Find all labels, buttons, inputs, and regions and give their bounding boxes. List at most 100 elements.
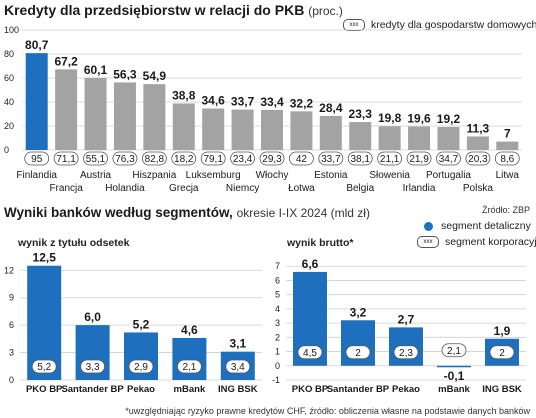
- chart1-value-label: 56,3: [113, 67, 137, 81]
- section2-title-text: Wyniki banków według segmentów,: [4, 205, 233, 220]
- chart1-household-label: 34,7: [439, 154, 459, 165]
- panel-bar: [437, 365, 471, 368]
- panel-corporate-pill: [297, 345, 323, 360]
- chart1-value-label: 38,8: [172, 88, 196, 102]
- chart1-value-label: 34,6: [201, 93, 225, 107]
- legend-detail-label: segment detaliczny: [441, 220, 531, 232]
- chart1-y-tick: 80: [4, 49, 14, 59]
- chart1-value-label: 80,7: [25, 38, 49, 52]
- chart1-bar: [113, 82, 136, 150]
- chart1-household-pill: [53, 151, 79, 166]
- chart1-household-pill: [465, 151, 491, 166]
- panel-y-tick: 12: [4, 265, 14, 275]
- chart1-y-tick: 60: [4, 73, 14, 83]
- chart1-bar: [84, 77, 107, 150]
- chart1-value-label: 54,9: [143, 69, 167, 83]
- chart1-household-label: 79,1: [203, 154, 223, 165]
- panel-y-tick: 0: [9, 375, 14, 385]
- panel-bar: [172, 337, 207, 380]
- panel-corporate-label: 2: [499, 348, 505, 359]
- chart1-legend: xxx kredyty dla gospodarstw domowych: [343, 19, 536, 31]
- chart1-category-label: Belgia: [346, 183, 374, 194]
- chart1-value-label: 19,8: [378, 111, 402, 125]
- chart1-value-label: 33,7: [231, 95, 255, 109]
- panel-value-label: -0,1: [444, 369, 465, 383]
- chart1-household-pill: [494, 151, 520, 166]
- panel-category-label: Pekao: [392, 384, 420, 395]
- chart1-household-label: 82,8: [145, 154, 165, 165]
- legend-corp-label: segment korporacyjny: [445, 236, 536, 248]
- chart1-bar: [349, 122, 372, 150]
- chart1-household-pill: [24, 151, 50, 166]
- chart1-household-label: 76,3: [115, 154, 135, 165]
- panel-corporate-pill: [393, 345, 419, 360]
- chart1-y-tick: 40: [4, 97, 14, 107]
- panel-corporate-label: 4,5: [303, 348, 317, 359]
- panel-corporate-label: 3,3: [86, 362, 100, 373]
- panel-value-label: 2,7: [398, 312, 415, 326]
- chart1-category-label: Portugalia: [426, 170, 471, 181]
- chart1-category-label: Hiszpania: [132, 170, 176, 181]
- chart2-title: Wyniki banków według segmentów, okresie …: [4, 205, 370, 220]
- panel-category-label: ING BSK: [482, 384, 522, 395]
- panel-corporate-label: 3,4: [231, 362, 245, 373]
- chart1-category-label: Niemcy: [226, 183, 259, 194]
- chart1-title-text: Kredyty dla przedsiębiorstw w relacji do…: [4, 2, 305, 18]
- panel-corporate-pill: [128, 359, 154, 374]
- panel-category-label: Santander BP: [61, 384, 124, 395]
- chart1-household-pill: [112, 151, 138, 166]
- chart1-category-label: Litwa: [496, 170, 520, 181]
- panel-y-tick: 6: [275, 275, 280, 285]
- source-note: Źródło: ZBP: [481, 205, 530, 215]
- panel-corporate-pill: [176, 359, 202, 374]
- chart1-bar: [25, 53, 48, 150]
- chart1-household-label: 18,2: [174, 154, 194, 165]
- panel-corporate-label: 2,1: [182, 362, 196, 373]
- chart1-household-pill: [200, 151, 226, 166]
- chart1-household-pill: [230, 151, 255, 166]
- legend-detail-dot: [424, 221, 433, 231]
- chart1-category-label: Austria: [80, 170, 112, 181]
- chart1-bar: [143, 84, 166, 150]
- chart1-household-label: 21,9: [409, 154, 429, 165]
- chart1-y-tick: 0: [4, 145, 9, 155]
- chart1-household-label: 71,1: [56, 154, 76, 165]
- panel-y-tick: 9: [9, 293, 14, 303]
- chart1-household-label: 42: [296, 154, 308, 165]
- chart1-household-pill: [289, 151, 314, 166]
- chart1-bar: [378, 126, 401, 150]
- legend-corp: xxx segment korporacyjny: [417, 236, 536, 248]
- chart1-value-label: 32,2: [290, 96, 314, 110]
- chart1-category-label: Irlandia: [403, 183, 436, 194]
- chart1-category-label: Polska: [463, 183, 493, 194]
- panel-y-tick: 1: [275, 347, 280, 357]
- chart1-category-label: Grecja: [169, 183, 199, 194]
- chart1-household-pill: [347, 151, 373, 166]
- chart1-household-pill: [406, 151, 432, 166]
- panel-value-label: 6,0: [84, 310, 101, 324]
- panel-value-label: 4,6: [181, 323, 198, 337]
- chart1-value-label: 7: [504, 127, 511, 141]
- chart1-bar: [290, 111, 313, 150]
- chart1-title: Kredyty dla przedsiębiorstw w relacji do…: [4, 2, 343, 18]
- chart1-category-label: Łotwa: [288, 183, 315, 194]
- panel-value-label: 3,2: [350, 305, 367, 319]
- chart1-title-unit: (proc.): [308, 4, 343, 18]
- chart1-category-label: Słowenia: [369, 170, 410, 181]
- panel-y-tick: 0: [275, 361, 280, 371]
- panel-value-label: 3,1: [229, 337, 246, 351]
- footnote: *uwzględniając ryzyko prawne kredytów CH…: [125, 406, 530, 416]
- chart1-value-label: 67,2: [54, 54, 78, 68]
- panel-category-label: Pekao: [127, 384, 155, 395]
- section2-subtitle: okresie I-IX 2024 (mld zł): [236, 206, 370, 220]
- legend-corp-pill-icon: xxx: [417, 236, 439, 248]
- chart1-bar: [261, 109, 283, 150]
- panel-y-tick: 5: [275, 290, 280, 300]
- chart1-y-tick: 100: [4, 25, 19, 35]
- panel-corporate-pill: [225, 359, 251, 374]
- chart1-household-label: 33,7: [321, 154, 341, 165]
- panel-value-label: 5,2: [133, 317, 150, 331]
- chart1-household-label: 20,3: [468, 154, 488, 165]
- panel-value-label: 1,9: [494, 324, 511, 338]
- panel-value-label: 12,5: [33, 251, 57, 265]
